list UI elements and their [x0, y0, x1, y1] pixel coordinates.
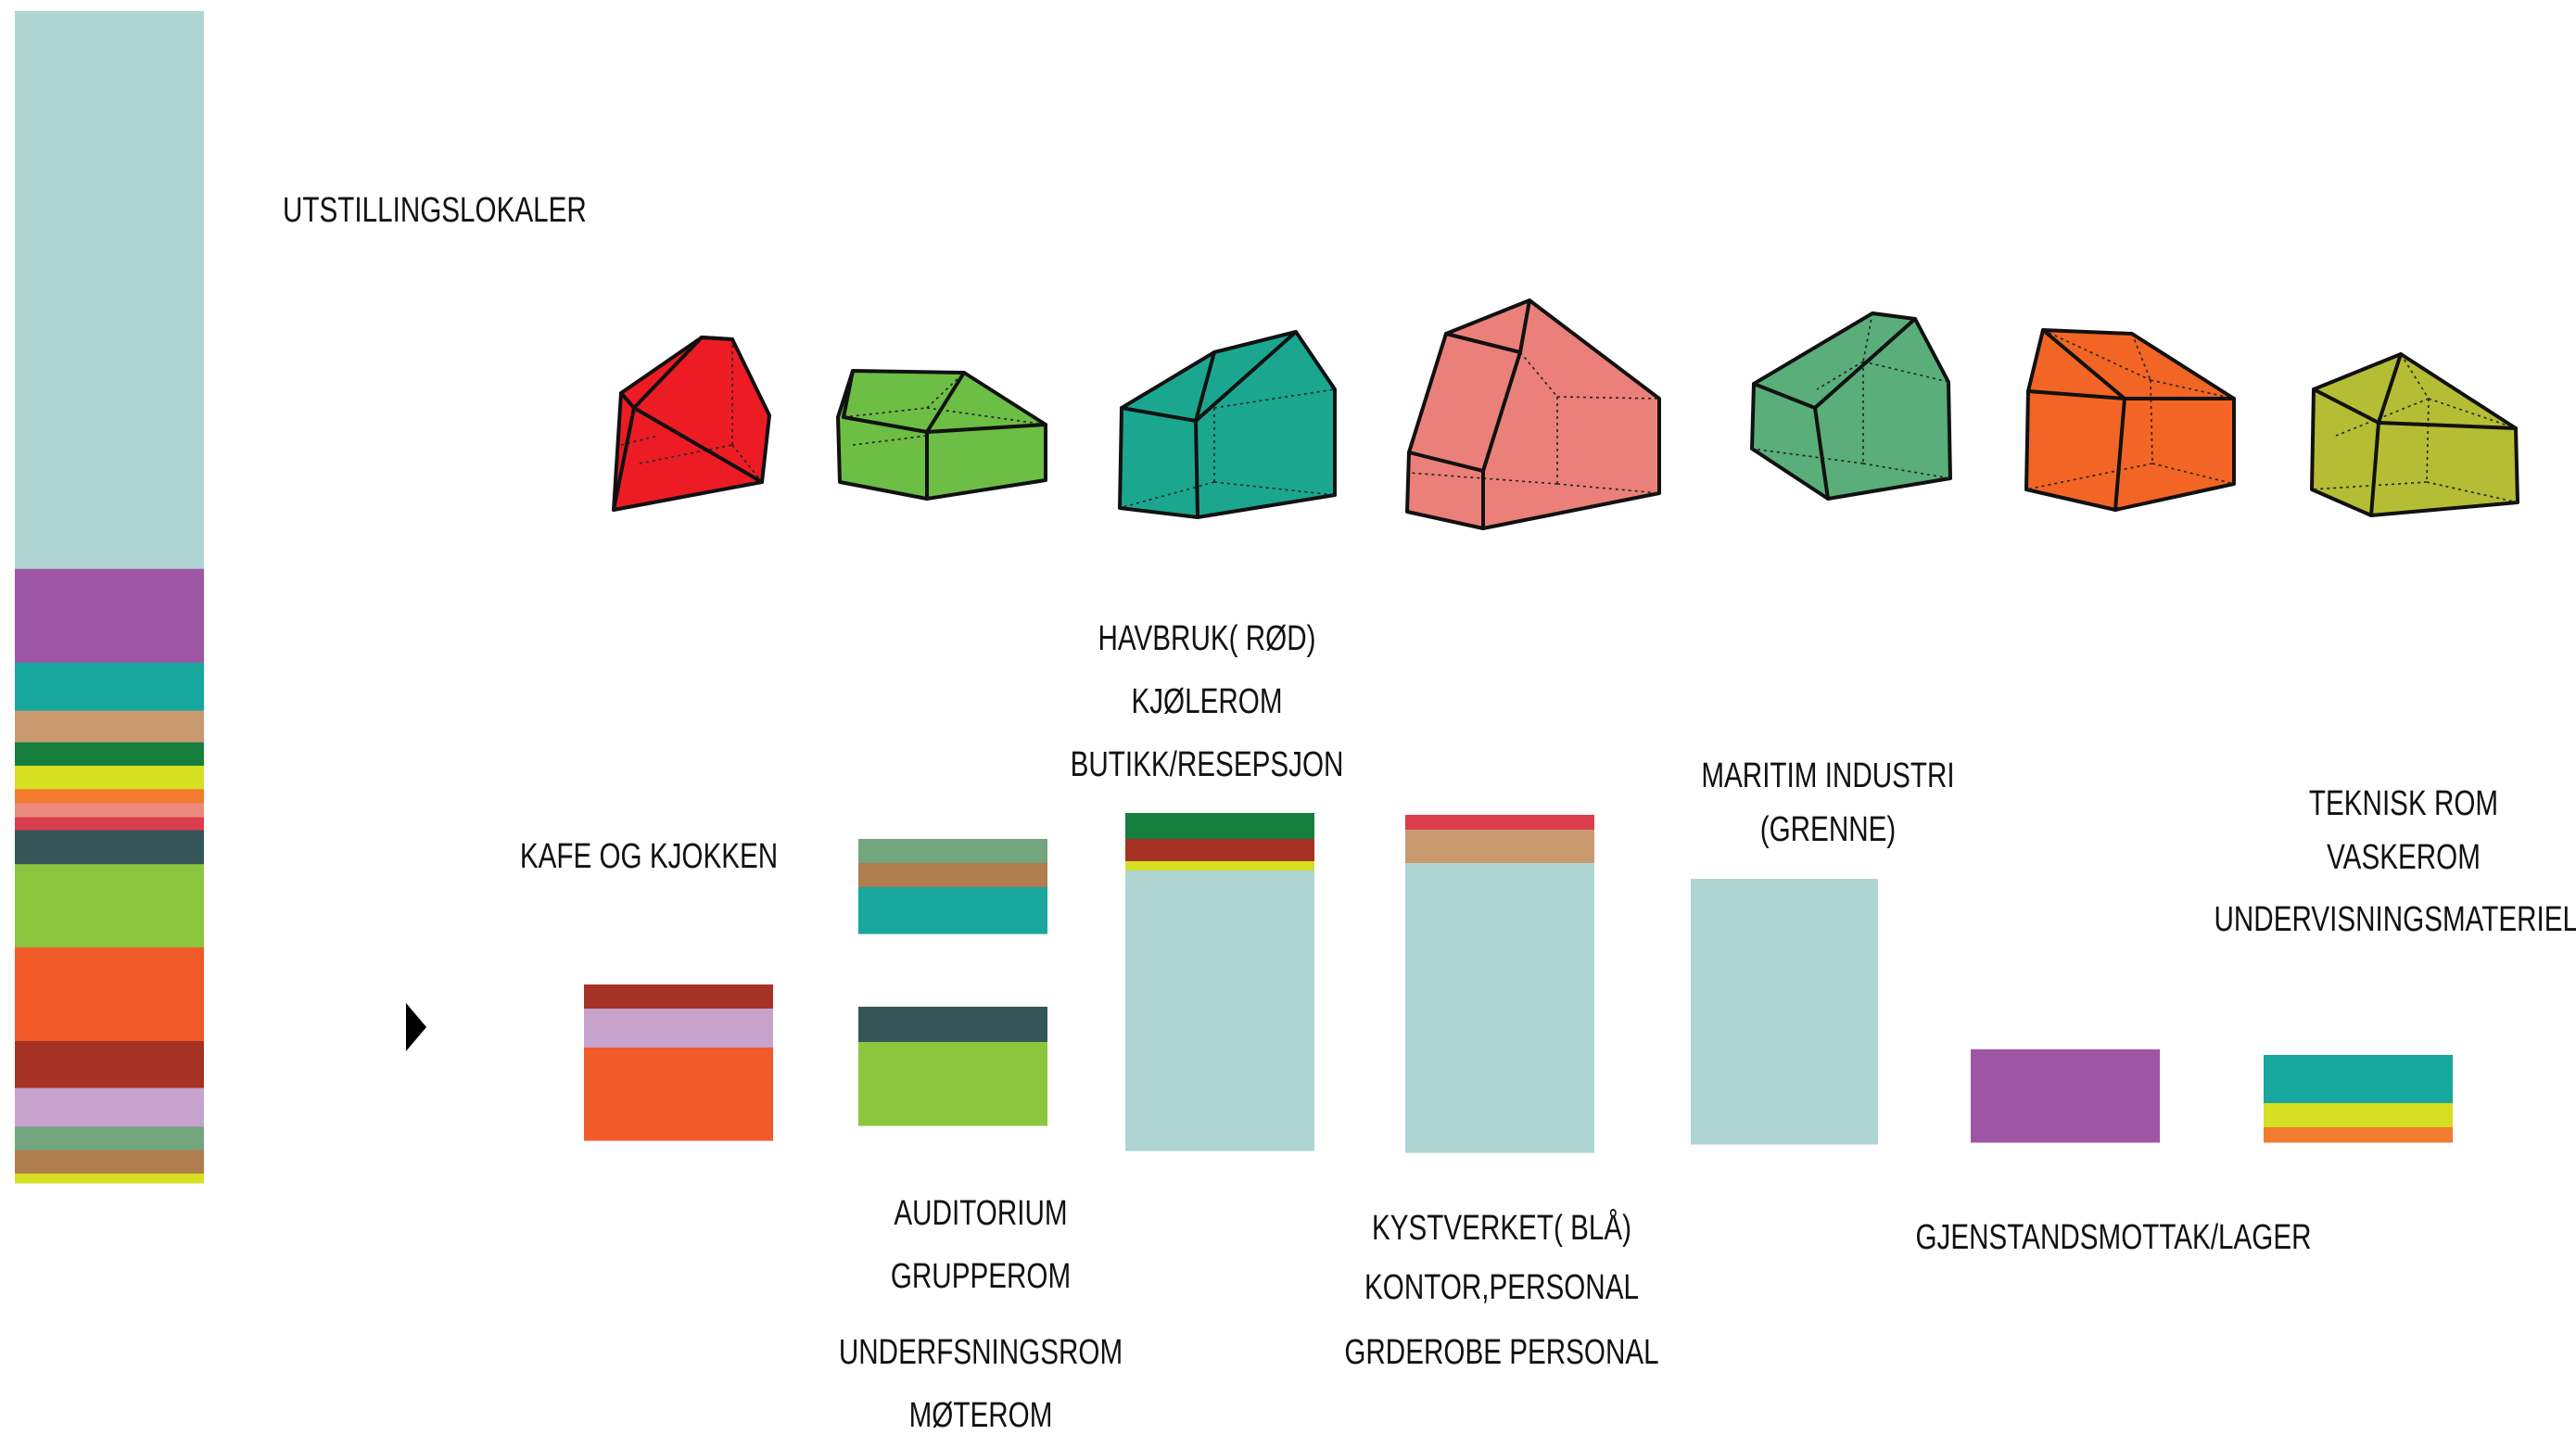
label-butikk-resepsjon: BUTIKK/RESEPSJON — [1070, 745, 1344, 784]
group-segment-purple — [1971, 1049, 2160, 1143]
group-segment-light_teal — [1691, 879, 1878, 1145]
label-kystverket: KYSTVERKET( BLÅ) — [1371, 1209, 1632, 1248]
group-segment-maroon — [584, 984, 773, 1010]
group-auditorium-lower — [858, 1007, 1047, 1126]
stack-segment-light_teal — [15, 11, 204, 570]
label-grenne: (GRENNE) — [1759, 810, 1897, 849]
stack-segment-salmon — [15, 803, 204, 819]
stack-segment-dark_green — [15, 742, 204, 767]
group-segment-light_teal — [1125, 870, 1314, 1151]
group-segment-teal — [2264, 1055, 2453, 1104]
label-auditorium: AUDITORIUM — [894, 1194, 1068, 1233]
group-auditorium-upper — [858, 839, 1047, 934]
group-segment-light_teal — [1405, 863, 1594, 1153]
group-kystverket — [1405, 815, 1594, 1153]
group-segment-lime — [858, 1042, 1047, 1126]
group-segment-red_orange — [584, 1048, 773, 1141]
stack-segment-slate — [15, 830, 204, 865]
stack-segment-lilac — [15, 1087, 204, 1127]
label-grupperom: GRUPPEROM — [890, 1257, 1072, 1296]
label-maritim-industri: MARITIM INDUSTRI — [1701, 756, 1955, 795]
house-olive-icon — [2310, 352, 2519, 517]
group-segment-yellow — [2264, 1103, 2453, 1128]
stack-segment-purple — [15, 568, 204, 664]
label-undervisningsmateriell: UNDERVISNINGSMATERIELL — [2214, 900, 2576, 939]
group-segment-teal — [858, 887, 1047, 934]
stack-segment-orange — [15, 789, 204, 805]
label-garderobe-personal: GRDEROBE PERSONAL — [1344, 1333, 1659, 1372]
group-segment-crimson — [1405, 815, 1594, 831]
group-segment-sage — [858, 839, 1047, 864]
stack-segment-red_orange — [15, 946, 204, 1042]
label-kjolerom: KJØLEROM — [1131, 682, 1283, 721]
house-salmon-icon — [1405, 298, 1661, 530]
label-kafe-og-kjokken: KAFE OG KJOKKEN — [519, 837, 779, 876]
group-segment-orange — [2264, 1127, 2453, 1143]
group-segment-yellow — [1125, 861, 1314, 871]
group-teknisk — [2264, 1055, 2453, 1143]
group-havbruk — [1125, 813, 1314, 1151]
stack-segment-yellow — [15, 766, 204, 790]
program-stack-bar — [15, 11, 204, 1184]
label-vaskerom: VASKEROM — [2327, 838, 2481, 877]
group-segment-dark_green — [1125, 813, 1314, 840]
house-red-icon — [612, 336, 771, 512]
house-volumes — [612, 298, 2519, 530]
label-havbruk: HAVBRUK( RØD) — [1098, 619, 1316, 658]
stack-segment-sage — [15, 1126, 204, 1151]
program-groups — [584, 813, 2453, 1153]
group-segment-brown — [858, 863, 1047, 888]
house-light-green-icon — [836, 369, 1047, 501]
stack-segment-yellow — [15, 1173, 204, 1184]
stack-segment-maroon — [15, 1041, 204, 1089]
group-segment-lilac — [584, 1009, 773, 1048]
stack-segment-lime — [15, 864, 204, 948]
pointer-arrow-icon — [406, 1003, 426, 1051]
group-segment-tan — [1405, 830, 1594, 864]
label-utstillingslokaler: UTSTILLINGSLOKALER — [283, 191, 587, 230]
label-underfsningsrom: UNDERFSNINGSROM — [838, 1333, 1123, 1372]
house-green-icon — [1750, 311, 1952, 501]
group-segment-slate — [858, 1007, 1047, 1043]
house-orange-icon — [2024, 328, 2236, 512]
label-gjenstandsmottak-lager: GJENSTANDSMOTTAK/LAGER — [1915, 1218, 2312, 1257]
group-segment-maroon — [1125, 839, 1314, 862]
stack-segment-tan — [15, 710, 204, 743]
stack-segment-teal — [15, 662, 204, 712]
group-gjenstandsmottak — [1971, 1049, 2160, 1143]
label-kontor-personal: KONTOR,PERSONAL — [1364, 1268, 1639, 1307]
house-teal-icon — [1118, 330, 1337, 519]
group-maritim — [1691, 879, 1878, 1145]
stack-segment-crimson — [15, 817, 204, 832]
label-moterom: MØTEROM — [908, 1396, 1053, 1435]
label-teknisk-rom: TEKNISK ROM — [2308, 784, 2499, 823]
stack-segment-brown — [15, 1149, 204, 1175]
group-kafe — [584, 984, 773, 1141]
